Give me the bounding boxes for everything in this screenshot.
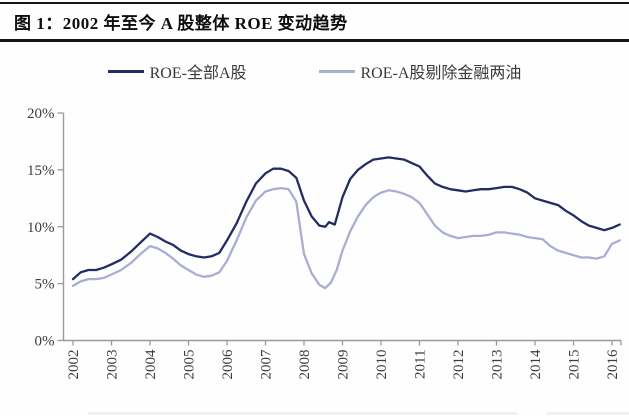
figure-title: 图 1：2002 年至今 A 股整体 ROE 变动趋势 xyxy=(14,14,348,33)
y-tick-label: 10% xyxy=(27,220,55,236)
x-tick-label: 2016 xyxy=(605,349,621,380)
legend-label-roe-all-a: ROE-全部A股 xyxy=(149,65,247,82)
y-tick-label: 0% xyxy=(35,334,55,350)
legend-item-roe-ex-fin-oil: ROE-A股剔除金融两油 xyxy=(318,59,522,83)
y-tick-label: 20% xyxy=(27,106,55,122)
y-tick-label: 15% xyxy=(27,163,55,179)
x-tick-label: 2014 xyxy=(528,349,544,380)
title-underline-rule xyxy=(0,39,629,42)
x-tick-label: 2008 xyxy=(297,350,313,380)
series-line-roe-ex-fin-oil xyxy=(71,186,621,290)
chart-legend: ROE-全部A股 ROE-A股剔除金融两油 xyxy=(0,59,629,83)
x-tick-label: 2009 xyxy=(336,350,352,380)
x-tick-label: 2002 xyxy=(66,350,82,380)
x-tick-label: 2015 xyxy=(567,350,583,380)
x-tick-label: 2005 xyxy=(182,350,198,380)
top-rule xyxy=(0,2,629,4)
x-tick-label: 2006 xyxy=(220,349,236,380)
legend-line-swatch-dark xyxy=(107,69,144,73)
x-tick-label: 2012 xyxy=(451,350,467,380)
x-tick-label: 2013 xyxy=(490,350,506,380)
x-tick-label: 2010 xyxy=(374,350,390,380)
x-tick-label: 2003 xyxy=(105,350,121,380)
y-tick-label: 5% xyxy=(35,277,55,293)
series-line-roe-all-a xyxy=(71,156,621,281)
legend-label-roe-ex-fin-oil: ROE-A股剔除金融两油 xyxy=(360,65,522,82)
x-tick-label: 2011 xyxy=(413,350,429,379)
x-tick-label: 2007 xyxy=(259,349,275,380)
legend-line-swatch-light xyxy=(318,69,355,73)
x-tick-label: 2004 xyxy=(143,349,159,380)
legend-item-roe-all-a: ROE-全部A股 xyxy=(107,59,247,83)
